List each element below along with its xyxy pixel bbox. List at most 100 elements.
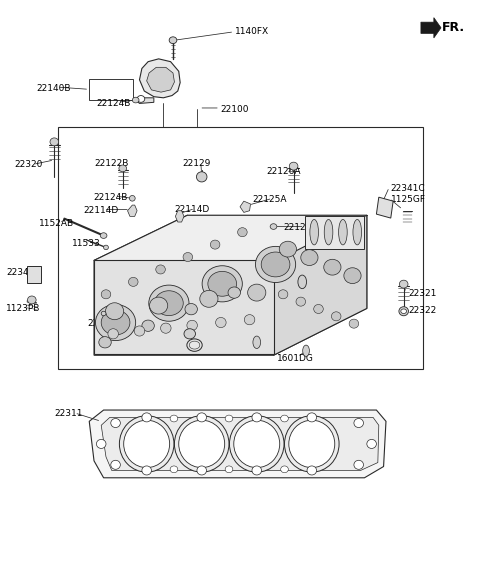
Ellipse shape (170, 415, 178, 422)
Ellipse shape (50, 138, 59, 146)
Text: 11533: 11533 (72, 239, 100, 248)
Ellipse shape (314, 305, 323, 314)
Text: 22125A: 22125A (252, 195, 287, 204)
Polygon shape (27, 266, 41, 283)
Ellipse shape (331, 312, 341, 321)
Ellipse shape (120, 415, 174, 472)
Ellipse shape (310, 220, 319, 245)
Text: 1573GE: 1573GE (254, 342, 290, 351)
Polygon shape (128, 205, 137, 216)
Ellipse shape (200, 290, 218, 307)
Ellipse shape (106, 303, 124, 320)
Ellipse shape (289, 420, 335, 468)
Ellipse shape (101, 311, 106, 316)
Ellipse shape (104, 245, 108, 250)
Ellipse shape (196, 171, 207, 182)
Polygon shape (89, 410, 386, 478)
Text: FR.: FR. (442, 22, 465, 35)
Ellipse shape (129, 277, 138, 286)
Ellipse shape (156, 265, 165, 274)
Ellipse shape (399, 307, 408, 316)
Polygon shape (94, 215, 367, 355)
Ellipse shape (27, 296, 36, 304)
Ellipse shape (142, 466, 152, 475)
Ellipse shape (184, 329, 195, 339)
Polygon shape (274, 215, 367, 355)
Ellipse shape (134, 326, 145, 336)
Ellipse shape (197, 413, 206, 422)
Ellipse shape (170, 466, 178, 473)
Ellipse shape (399, 280, 408, 288)
Ellipse shape (142, 413, 152, 422)
Text: 22124B: 22124B (93, 192, 128, 201)
Ellipse shape (150, 297, 168, 314)
Ellipse shape (344, 268, 361, 284)
Ellipse shape (324, 259, 341, 275)
Text: 22124B: 22124B (96, 99, 131, 108)
Ellipse shape (169, 37, 177, 44)
Text: 22322: 22322 (408, 306, 437, 315)
Text: 22341C: 22341C (391, 183, 425, 192)
Polygon shape (305, 216, 364, 249)
Text: 22311: 22311 (54, 409, 83, 418)
Text: 1571TC: 1571TC (296, 283, 330, 292)
Text: 22320: 22320 (14, 160, 42, 169)
Ellipse shape (281, 466, 288, 473)
Text: 22126A: 22126A (266, 167, 301, 175)
Ellipse shape (185, 303, 197, 315)
Ellipse shape (155, 291, 183, 316)
Text: 22124C: 22124C (283, 223, 318, 232)
Bar (58, 127, 423, 369)
Ellipse shape (298, 275, 307, 289)
Ellipse shape (229, 415, 284, 472)
Ellipse shape (338, 220, 347, 245)
Ellipse shape (174, 415, 229, 472)
Ellipse shape (303, 345, 310, 357)
Ellipse shape (252, 413, 262, 422)
Ellipse shape (354, 418, 363, 427)
Text: 1123PB: 1123PB (6, 304, 41, 313)
Ellipse shape (281, 415, 288, 422)
Text: 22341D: 22341D (6, 268, 42, 277)
Ellipse shape (130, 195, 135, 201)
Ellipse shape (261, 252, 290, 277)
Ellipse shape (96, 439, 106, 448)
Ellipse shape (208, 271, 237, 296)
Ellipse shape (132, 97, 139, 103)
Ellipse shape (289, 162, 298, 170)
Ellipse shape (307, 413, 317, 422)
Ellipse shape (124, 420, 169, 468)
Ellipse shape (301, 250, 318, 265)
Ellipse shape (160, 323, 171, 333)
Ellipse shape (101, 290, 111, 299)
Ellipse shape (285, 415, 339, 472)
Polygon shape (175, 211, 184, 222)
Ellipse shape (189, 341, 200, 349)
Text: 22113A: 22113A (163, 345, 198, 354)
Polygon shape (101, 417, 379, 470)
Polygon shape (94, 260, 274, 354)
Ellipse shape (354, 460, 363, 469)
Text: 1125GF: 1125GF (391, 195, 426, 204)
Ellipse shape (225, 415, 233, 422)
Text: 22125C: 22125C (88, 319, 122, 328)
Polygon shape (137, 98, 154, 104)
Ellipse shape (142, 320, 155, 331)
Ellipse shape (137, 96, 145, 102)
Ellipse shape (101, 310, 130, 335)
Text: 1140FX: 1140FX (235, 27, 269, 36)
Ellipse shape (99, 337, 111, 348)
Ellipse shape (197, 466, 206, 475)
Ellipse shape (353, 220, 361, 245)
Ellipse shape (179, 420, 225, 468)
Ellipse shape (187, 320, 197, 331)
Ellipse shape (216, 318, 226, 328)
Ellipse shape (225, 466, 233, 473)
Ellipse shape (279, 241, 297, 257)
Text: 22112A: 22112A (163, 335, 198, 344)
Ellipse shape (210, 240, 220, 249)
Text: 22114D: 22114D (174, 205, 210, 214)
Ellipse shape (228, 287, 240, 298)
Ellipse shape (149, 285, 189, 321)
Ellipse shape (270, 224, 277, 229)
